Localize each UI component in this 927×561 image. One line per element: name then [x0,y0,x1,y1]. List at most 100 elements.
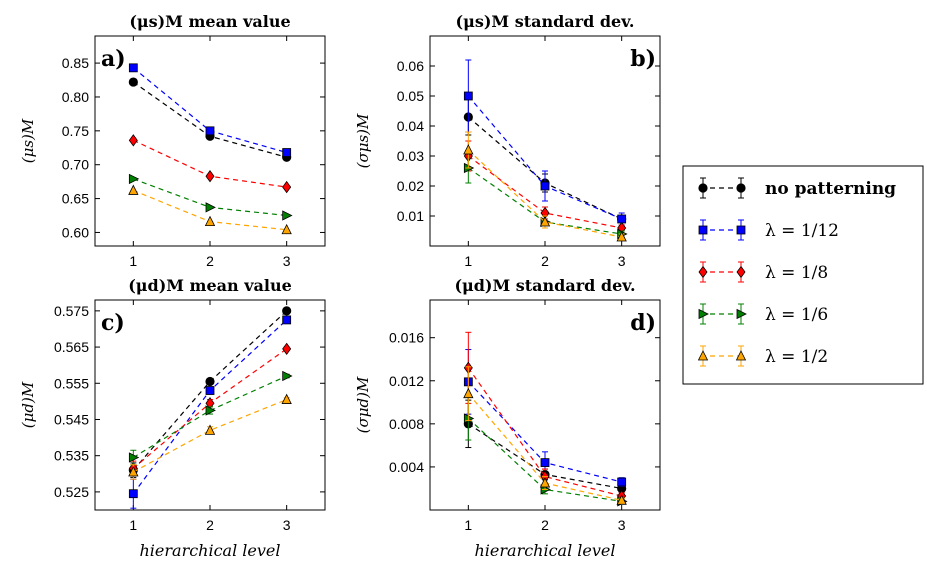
panel-title: (μs)M standard dev. [456,12,635,31]
data-point [128,184,139,195]
x-tick-label: 2 [541,253,549,269]
series-l2 [128,184,292,235]
data-point [205,386,215,395]
panel-label: a) [101,46,126,72]
data-point [540,458,550,468]
y-tick-label: 0.525 [54,484,89,500]
series-l12 [128,63,292,157]
y-tick-label: 0.575 [54,303,89,319]
panel-label: c) [101,310,125,336]
x-tick-label: 3 [283,517,291,533]
data-point [463,144,474,155]
series-line [467,155,622,229]
y-tick-label: 0.012 [389,373,424,389]
x-tick-label: 2 [206,253,214,269]
data-point [282,180,292,194]
chart-panel-c: (μd)M mean value 0.525 0.535 0.545 0.555 0.56… [19,276,326,560]
legend-item-l2: λ = 1/2 [697,345,828,367]
y-tick-label: 0.60 [62,224,89,240]
x-tick-label: 1 [464,253,472,269]
panel-title: (μs)M mean value [129,12,290,31]
legend-item-no_patterning: no patterning [698,177,896,199]
legend-marker [698,265,708,279]
data-point [540,181,550,191]
data-point [282,210,293,221]
x-tick-label: 3 [618,517,626,533]
data-point [128,134,138,147]
legend-marker [736,265,746,279]
series-l12 [128,315,292,509]
y-tick-label: 0.85 [62,55,89,71]
legend-marker [735,350,747,361]
data-point [204,424,216,435]
series-line [133,375,287,459]
series-l6 [128,173,293,221]
chart-panel-b: (μs)M standard dev. 0.01 0.02 0.03 0.04 0.05 0… [354,12,661,269]
data-point [463,387,474,399]
y-tick-label: 0.75 [62,123,89,139]
chart-panel-d: (μd)M standard dev. 0.004 0.008 0.012 0.016 1… [354,276,661,560]
data-point [205,202,216,213]
data-point [205,170,215,183]
legend-marker [736,225,746,235]
legend-marker [697,350,709,361]
y-tick-label: 0.565 [54,339,89,355]
legend-marker [698,225,708,235]
data-point [128,173,140,185]
legend-item-l8: λ = 1/8 [698,261,828,283]
y-tick-label: 0.80 [62,89,89,105]
legend-marker [736,183,746,193]
series-line [133,399,287,473]
panel-label: d) [630,310,656,336]
data-point [205,405,216,416]
legend-marker [736,308,747,320]
x-tick-label: 2 [541,517,549,533]
panel-title: (μd)M standard dev. [454,276,635,295]
series-line [467,418,622,502]
data-point [205,126,215,136]
series-l2 [128,393,292,480]
series-l6 [128,370,293,466]
series-line [467,149,622,238]
data-point [128,63,138,73]
y-tick-label: 0.535 [54,448,89,464]
data-point [128,489,138,499]
x-tick-label: 1 [129,517,137,533]
y-axis-label: (μs)M [19,118,37,163]
data-point [204,215,216,227]
y-tick-label: 0.016 [389,330,424,346]
y-tick-label: 0.02 [397,178,424,194]
data-point [281,223,292,235]
y-tick-label: 0.01 [397,208,424,224]
y-tick-label: 0.545 [54,411,89,427]
chart-panel-a: (μs)M mean value 0.60 0.65 0.70 0.75 0.80 0.85… [19,12,326,269]
data-point [128,77,138,87]
legend-label: λ = 1/8 [765,263,828,283]
y-tick-label: 0.70 [62,157,89,173]
legend-label: λ = 1/12 [765,221,839,241]
data-point [282,148,292,157]
y-axis-label: (σμs)M [354,113,372,168]
x-tick-label: 1 [464,517,472,533]
data-point [128,452,140,463]
data-point [539,216,551,227]
data-point [282,370,293,382]
y-tick-label: 0.03 [397,148,424,164]
data-point [205,376,215,387]
panel-title: (μd)M mean value [128,276,292,295]
y-tick-label: 0.65 [62,191,89,207]
data-point [282,342,292,356]
series-l2 [463,366,627,505]
legend-frame [682,165,924,385]
panel-label: b) [630,46,656,72]
x-tick-label: 3 [618,253,626,269]
legend-label: λ = 1/6 [765,305,828,325]
data-point [281,393,292,404]
legend-item-l6: λ = 1/6 [698,303,828,325]
data-point [616,494,627,505]
data-point [128,466,139,477]
legend-item-l12: λ = 1/12 [698,219,839,241]
y-axis-label: (μd)M [19,381,37,428]
data-point [617,214,627,224]
